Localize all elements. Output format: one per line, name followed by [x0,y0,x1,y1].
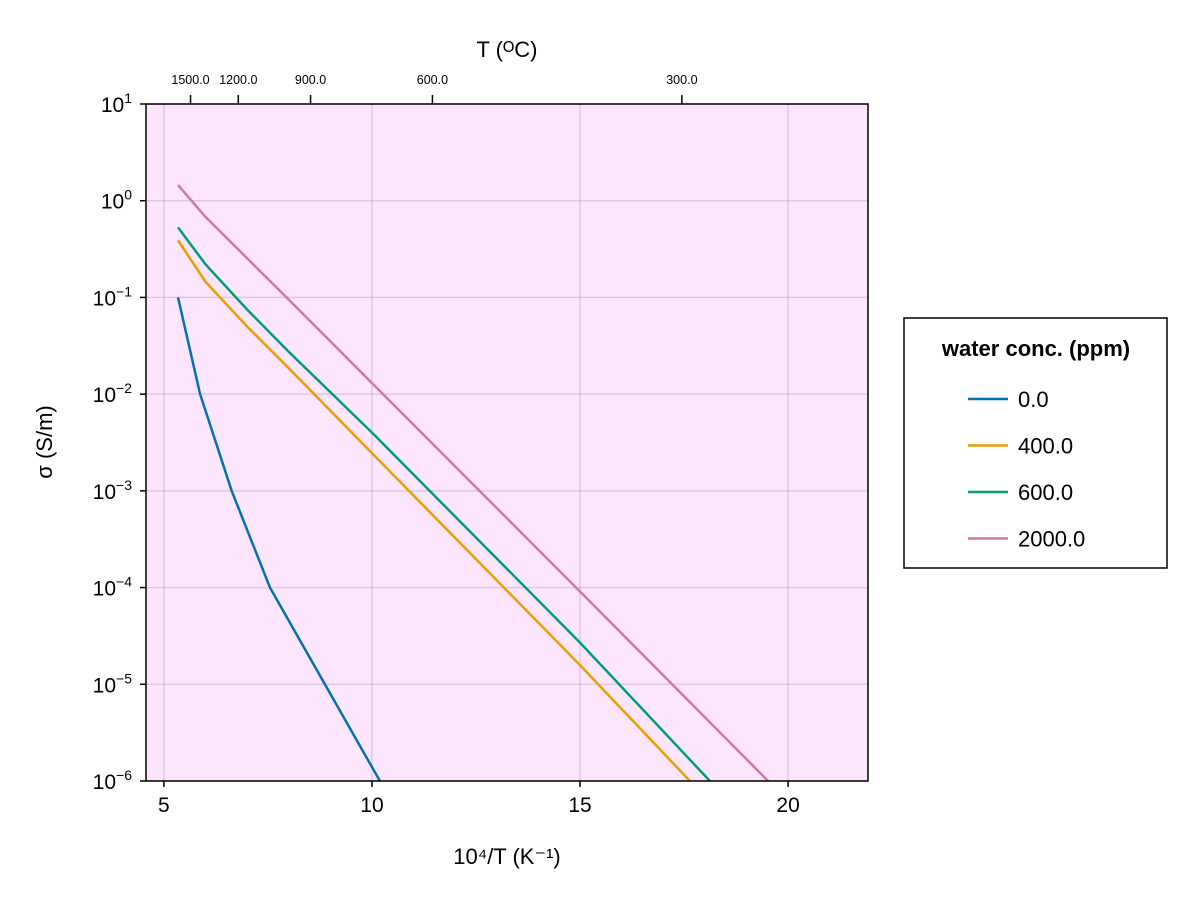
series-line-0.0 [176,297,381,782]
series-line-600.0 [176,226,711,782]
x-tick-label: 20 [776,794,799,817]
x-tick-label: 5 [158,794,170,817]
y-tick-label: 10−5 [93,670,133,697]
legend-box [903,317,1168,569]
y-tick-label: 10−2 [93,380,133,407]
series-line-2000.0 [177,184,769,782]
y-tick-label: 100 [101,187,132,214]
top-tick-label: 300.0 [666,73,697,87]
top-tick-label: 1500.0 [171,73,209,87]
legend-label: 400.0 [1018,434,1073,459]
x-tick-label: 15 [568,794,591,817]
legend-label: 600.0 [1018,480,1073,505]
legend-title: water conc. (ppm) [941,336,1130,361]
y-tick-label: 10−4 [93,574,133,601]
plot-frame [145,103,869,782]
top-tick-label: 900.0 [295,73,326,87]
top-tick-label: 1200.0 [219,73,257,87]
series-line-400.0 [176,239,691,782]
top-axis-title: T (ᴼC) [477,37,538,62]
plot-area [146,104,868,781]
y-tick-label: 10−3 [93,477,133,504]
y-tick-label: 101 [101,90,132,117]
legend-label: 2000.0 [1018,527,1085,552]
x-tick-label: 10 [360,794,383,817]
x-axis-title: 10⁴/T (K⁻¹) [453,844,560,869]
legend-label: 0.0 [1018,387,1049,412]
top-tick-label: 600.0 [417,73,448,87]
y-tick-label: 10−6 [93,767,133,794]
y-tick-label: 10−1 [93,283,133,310]
y-axis-title: σ (S/m) [32,405,57,478]
